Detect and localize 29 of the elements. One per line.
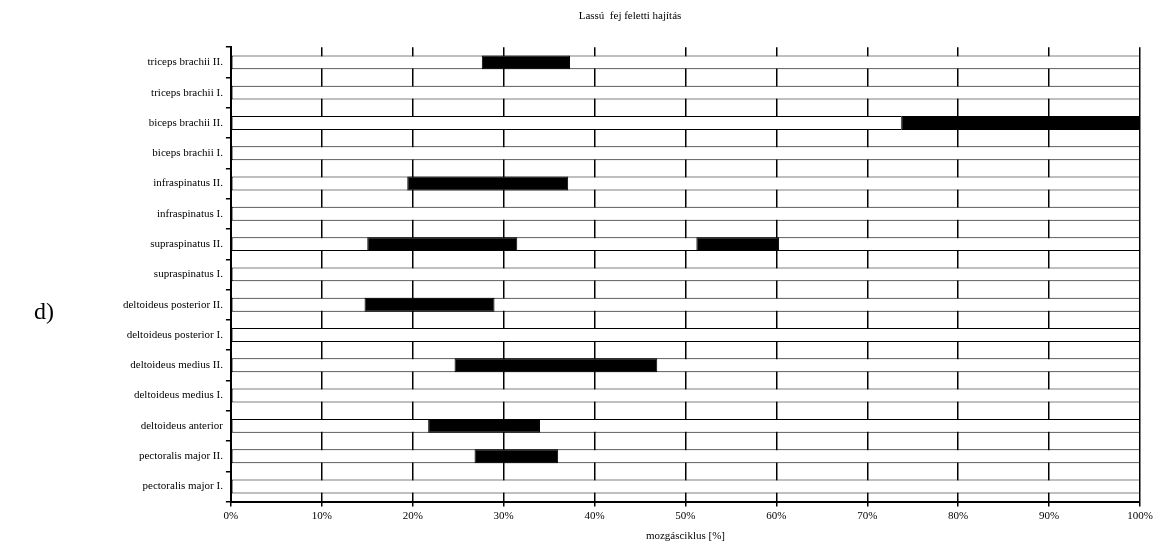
- x-tick-label: 50%: [675, 509, 696, 522]
- y-tick-label: triceps brachii I.: [151, 85, 224, 98]
- y-tick-label: deltoideus medius II.: [130, 358, 224, 371]
- x-tick-label: 10%: [311, 509, 332, 522]
- y-tick-label: biceps brachii I.: [152, 146, 224, 159]
- x-tick-label: 0%: [223, 509, 239, 522]
- y-tick-label: deltoideus medius I.: [133, 388, 224, 401]
- x-tick-label: 40%: [584, 509, 605, 522]
- x-axis-title: mozgásciklus [%]: [645, 529, 726, 542]
- x-tick-label: 20%: [402, 509, 423, 522]
- x-tick-label: 60%: [766, 509, 787, 522]
- x-tick-label: 70%: [857, 509, 878, 522]
- y-tick-label: deltoideus anterior: [140, 418, 224, 431]
- y-tick-label: pectoralis major I.: [142, 479, 224, 492]
- x-tick-label: 80%: [948, 509, 969, 522]
- y-tick-label: deltoideus posterior I.: [126, 327, 224, 340]
- y-tick-label: supraspinatus I.: [153, 267, 224, 280]
- y-tick-label: infraspinatus II.: [153, 176, 224, 189]
- x-tick-label: 90%: [1039, 509, 1060, 522]
- y-tick-label: supraspinatus II.: [150, 237, 224, 249]
- y-tick-label: pectoralis major II.: [138, 449, 224, 462]
- y-tick-label: biceps brachii II.: [148, 115, 224, 128]
- y-tick-label: infraspinatus I.: [156, 206, 224, 219]
- x-tick-label: 100%: [1127, 509, 1153, 522]
- text: d): [34, 298, 54, 325]
- x-tick-label: 30%: [493, 509, 514, 522]
- y-tick-label: deltoideus posterior II.: [122, 297, 224, 310]
- y-tick-label: triceps brachii II.: [147, 55, 224, 68]
- chart-title: Lassú fej feletti hajítás: [578, 9, 682, 22]
